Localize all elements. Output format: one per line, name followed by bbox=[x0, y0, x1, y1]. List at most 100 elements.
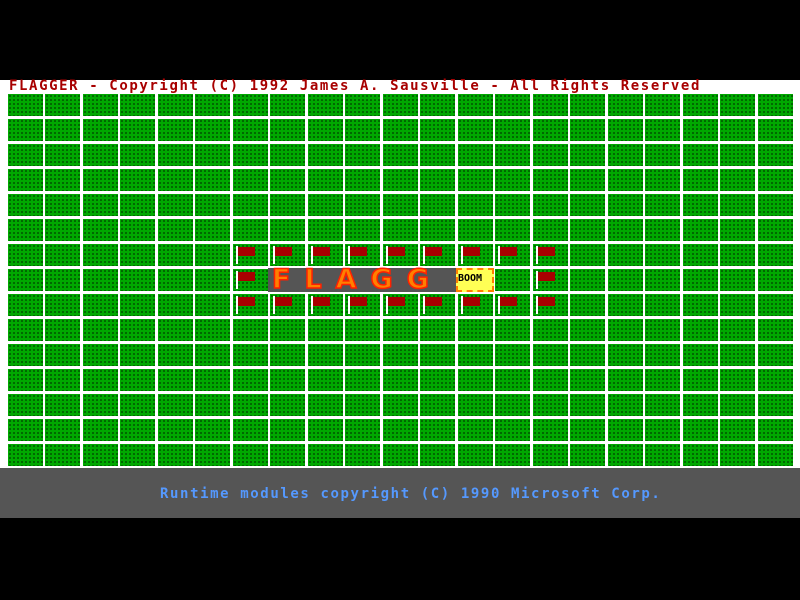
board-cell[interactable] bbox=[270, 319, 305, 341]
board-cell[interactable] bbox=[345, 369, 380, 391]
board-cell[interactable] bbox=[8, 169, 43, 191]
board-cell[interactable] bbox=[45, 294, 80, 316]
board-cell[interactable] bbox=[8, 444, 43, 466]
board-cell[interactable] bbox=[570, 344, 605, 366]
board-cell[interactable] bbox=[533, 219, 568, 241]
board-cell[interactable] bbox=[683, 319, 718, 341]
board-cell[interactable] bbox=[120, 94, 155, 116]
board-cell[interactable] bbox=[158, 194, 193, 216]
board-cell[interactable] bbox=[645, 344, 680, 366]
board-cell[interactable] bbox=[608, 119, 643, 141]
board-cell[interactable] bbox=[120, 119, 155, 141]
board-cell[interactable] bbox=[195, 269, 230, 291]
board-cell[interactable] bbox=[720, 444, 755, 466]
board-cell[interactable] bbox=[758, 344, 793, 366]
board-cell[interactable] bbox=[120, 294, 155, 316]
board-cell[interactable] bbox=[495, 194, 530, 216]
board-cell[interactable] bbox=[270, 119, 305, 141]
board-cell[interactable] bbox=[533, 244, 568, 266]
board-cell[interactable] bbox=[458, 119, 493, 141]
board-cell[interactable] bbox=[533, 444, 568, 466]
board-cell[interactable] bbox=[458, 169, 493, 191]
board-cell[interactable] bbox=[608, 319, 643, 341]
board-cell[interactable] bbox=[233, 344, 268, 366]
board-cell[interactable] bbox=[8, 369, 43, 391]
board-cell[interactable] bbox=[645, 244, 680, 266]
board-cell[interactable] bbox=[683, 294, 718, 316]
board-cell[interactable] bbox=[420, 419, 455, 441]
board-cell[interactable] bbox=[270, 244, 305, 266]
board-cell[interactable] bbox=[120, 394, 155, 416]
board-cell[interactable] bbox=[8, 269, 43, 291]
board-cell[interactable] bbox=[158, 94, 193, 116]
board-cell[interactable] bbox=[233, 369, 268, 391]
board-cell[interactable] bbox=[158, 369, 193, 391]
board-cell[interactable] bbox=[83, 419, 118, 441]
board-cell[interactable] bbox=[720, 244, 755, 266]
board-cell[interactable] bbox=[683, 94, 718, 116]
board-cell[interactable] bbox=[45, 269, 80, 291]
board-cell[interactable] bbox=[683, 344, 718, 366]
board-cell[interactable] bbox=[195, 369, 230, 391]
board-cell[interactable] bbox=[533, 369, 568, 391]
board-cell[interactable] bbox=[195, 94, 230, 116]
board-cell[interactable] bbox=[420, 119, 455, 141]
board-cell[interactable] bbox=[345, 394, 380, 416]
board-cell[interactable] bbox=[645, 94, 680, 116]
board-cell[interactable] bbox=[120, 369, 155, 391]
board-cell[interactable] bbox=[570, 169, 605, 191]
board-cell[interactable] bbox=[233, 294, 268, 316]
board-cell[interactable] bbox=[158, 269, 193, 291]
board-cell[interactable] bbox=[83, 94, 118, 116]
board-cell[interactable] bbox=[383, 244, 418, 266]
board-cell[interactable] bbox=[495, 119, 530, 141]
board-cell[interactable] bbox=[608, 369, 643, 391]
board-cell[interactable] bbox=[83, 319, 118, 341]
board-cell[interactable] bbox=[608, 269, 643, 291]
board-cell[interactable] bbox=[83, 344, 118, 366]
board-cell[interactable] bbox=[570, 244, 605, 266]
board-cell[interactable] bbox=[495, 344, 530, 366]
board-cell[interactable] bbox=[45, 144, 80, 166]
board-cell[interactable] bbox=[383, 394, 418, 416]
board-cell[interactable] bbox=[458, 219, 493, 241]
board-cell[interactable] bbox=[458, 344, 493, 366]
board-cell[interactable] bbox=[608, 344, 643, 366]
board-cell[interactable] bbox=[8, 319, 43, 341]
board-cell[interactable] bbox=[233, 444, 268, 466]
board-cell[interactable] bbox=[383, 219, 418, 241]
board-cell[interactable] bbox=[720, 369, 755, 391]
board-cell[interactable] bbox=[195, 219, 230, 241]
board-cell[interactable] bbox=[270, 194, 305, 216]
board-cell[interactable] bbox=[458, 319, 493, 341]
board-cell[interactable] bbox=[608, 444, 643, 466]
board-cell[interactable] bbox=[83, 119, 118, 141]
board-cell[interactable] bbox=[195, 394, 230, 416]
board-cell[interactable] bbox=[683, 194, 718, 216]
board-cell[interactable] bbox=[233, 94, 268, 116]
board-cell[interactable] bbox=[420, 144, 455, 166]
board-cell[interactable] bbox=[345, 194, 380, 216]
board-cell[interactable] bbox=[158, 319, 193, 341]
board-cell[interactable] bbox=[683, 444, 718, 466]
board-cell[interactable] bbox=[683, 394, 718, 416]
board-cell[interactable] bbox=[233, 169, 268, 191]
board-cell[interactable] bbox=[233, 219, 268, 241]
board-cell[interactable] bbox=[608, 144, 643, 166]
board-cell[interactable] bbox=[233, 269, 268, 291]
board-cell[interactable] bbox=[195, 319, 230, 341]
board-cell[interactable] bbox=[420, 194, 455, 216]
board-cell[interactable] bbox=[533, 119, 568, 141]
board-cell[interactable] bbox=[720, 294, 755, 316]
board-cell[interactable] bbox=[495, 369, 530, 391]
board-cell[interactable] bbox=[233, 194, 268, 216]
board-cell[interactable] bbox=[570, 394, 605, 416]
board-cell[interactable] bbox=[495, 419, 530, 441]
board-cell[interactable] bbox=[458, 194, 493, 216]
board-cell[interactable] bbox=[45, 369, 80, 391]
board-cell[interactable] bbox=[758, 394, 793, 416]
board-cell[interactable] bbox=[683, 119, 718, 141]
board-cell[interactable] bbox=[758, 144, 793, 166]
board-cell[interactable] bbox=[308, 194, 343, 216]
board-cell[interactable] bbox=[495, 169, 530, 191]
